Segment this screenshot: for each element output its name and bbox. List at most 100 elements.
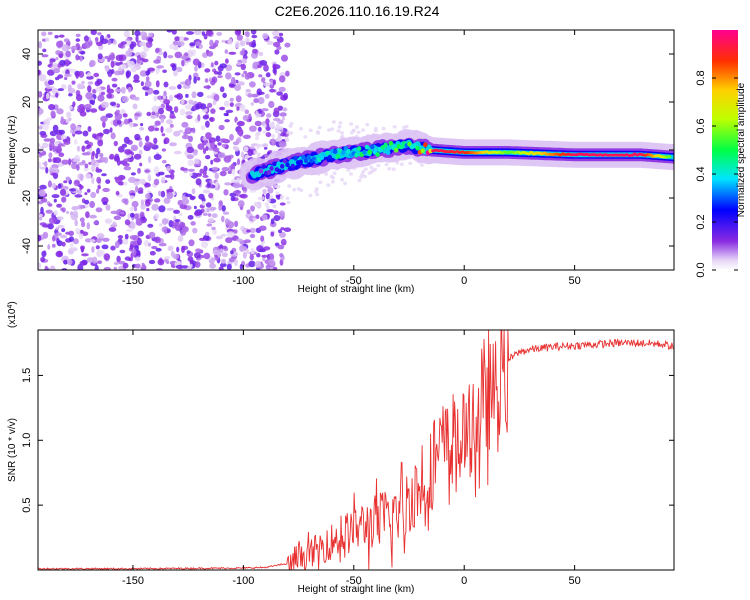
noise-blob — [279, 126, 284, 130]
noise-blob — [86, 257, 94, 263]
noise-blob — [161, 148, 166, 152]
noise-blob — [120, 41, 127, 45]
noise-blob — [354, 125, 359, 129]
noise-blob — [266, 40, 274, 45]
noise-blob — [39, 184, 47, 190]
noise-blob — [187, 215, 194, 220]
noise-blob — [139, 178, 146, 185]
noise-blob — [135, 263, 141, 269]
noise-blob — [135, 185, 139, 193]
noise-blob — [363, 167, 368, 171]
noise-blob — [103, 156, 109, 164]
noise-blob — [221, 252, 228, 258]
noise-blob — [111, 69, 115, 74]
snr-x-ticks: -150 -100 -50 0 50 — [122, 330, 581, 587]
noise-blob — [90, 165, 96, 172]
noise-blob — [186, 250, 191, 254]
noise-blob — [71, 80, 76, 85]
noise-blob — [266, 113, 272, 118]
noise-blob — [103, 253, 111, 261]
noise-blob — [349, 122, 354, 126]
noise-blob — [94, 80, 101, 87]
noise-blob — [391, 167, 396, 171]
noise-blob — [158, 190, 162, 197]
noise-blob — [157, 95, 163, 101]
noise-blob — [221, 258, 226, 264]
noise-blob — [166, 207, 175, 211]
noise-blob — [254, 260, 262, 268]
spectrogram-panel: -150 -100 -50 0 50 -40 -20 0 20 40 Height of str… — [7, 29, 675, 295]
noise-blob — [282, 107, 288, 112]
noise-blob — [151, 105, 159, 113]
noise-blob — [208, 217, 214, 223]
noise-blob — [43, 138, 52, 142]
noise-blob — [170, 172, 175, 180]
noise-blob — [330, 180, 335, 184]
noise-blob — [268, 100, 275, 109]
noise-blob — [148, 259, 156, 265]
noise-blob — [209, 117, 214, 122]
noise-blob — [121, 96, 129, 103]
noise-blob — [258, 51, 264, 57]
noise-blob — [128, 121, 134, 128]
noise-blob — [252, 48, 258, 54]
noise-blob — [232, 79, 237, 85]
noise-blob — [272, 204, 277, 208]
noise-blob — [84, 103, 92, 110]
noise-blob — [57, 183, 62, 189]
noise-blob — [340, 177, 345, 182]
noise-blob — [105, 179, 111, 185]
noise-blob — [242, 186, 247, 192]
noise-blob — [42, 48, 47, 53]
noise-blob — [87, 85, 92, 93]
noise-blob — [111, 77, 118, 82]
noise-blob — [53, 198, 57, 203]
y-tick-label: 0.5 — [21, 497, 33, 512]
noise-blob — [369, 165, 374, 170]
noise-blob — [250, 247, 255, 255]
noise-blob — [48, 152, 53, 159]
noise-blob — [145, 135, 150, 142]
noise-blob — [222, 211, 230, 215]
noise-blob — [88, 61, 94, 68]
noise-blob — [200, 125, 206, 131]
noise-blob — [233, 146, 240, 152]
noise-blob — [277, 132, 281, 139]
noise-blob — [92, 133, 97, 139]
noise-blob — [175, 264, 184, 269]
noise-blob — [206, 223, 213, 227]
noise-blob — [281, 54, 288, 62]
snr-scale-label: (x104) — [7, 301, 19, 328]
noise-blob — [49, 141, 55, 149]
noise-blob — [256, 91, 265, 95]
noise-blob — [275, 129, 279, 134]
noise-blob — [97, 233, 105, 239]
noise-blob — [80, 229, 84, 234]
noise-blob — [153, 178, 160, 186]
noise-blob — [178, 129, 184, 133]
noise-blob — [91, 246, 95, 253]
noise-blob — [154, 198, 161, 203]
noise-blob — [173, 209, 180, 214]
noise-blob — [239, 50, 245, 56]
noise-blob — [86, 222, 91, 230]
noise-blob — [269, 195, 274, 199]
noise-blob — [78, 232, 84, 240]
noise-blob — [130, 172, 136, 176]
noise-blob — [265, 205, 270, 210]
noise-blob — [246, 249, 250, 255]
x-tick-label: 50 — [569, 575, 581, 587]
noise-blob — [219, 63, 227, 69]
noise-blob — [205, 231, 210, 237]
signal-blob — [290, 163, 295, 169]
noise-blob — [205, 202, 212, 208]
noise-blob — [57, 143, 64, 147]
noise-blob — [166, 192, 174, 200]
signal-blob — [394, 147, 399, 153]
noise-blob — [78, 103, 86, 112]
noise-blob — [262, 143, 268, 148]
noise-blob — [47, 244, 51, 250]
noise-blob — [278, 86, 286, 92]
noise-blob — [177, 84, 182, 90]
noise-blob — [146, 208, 150, 212]
